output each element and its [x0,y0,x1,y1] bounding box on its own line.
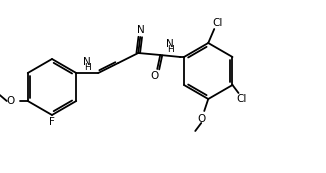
Text: O: O [150,71,158,81]
Text: N: N [83,57,91,67]
Text: F: F [49,117,55,127]
Text: N: N [137,25,145,35]
Text: O: O [7,96,15,106]
Text: H: H [84,63,91,72]
Text: Cl: Cl [236,94,247,104]
Text: N: N [166,39,174,49]
Text: O: O [197,114,205,124]
Text: Cl: Cl [212,18,222,28]
Text: H: H [167,45,174,54]
